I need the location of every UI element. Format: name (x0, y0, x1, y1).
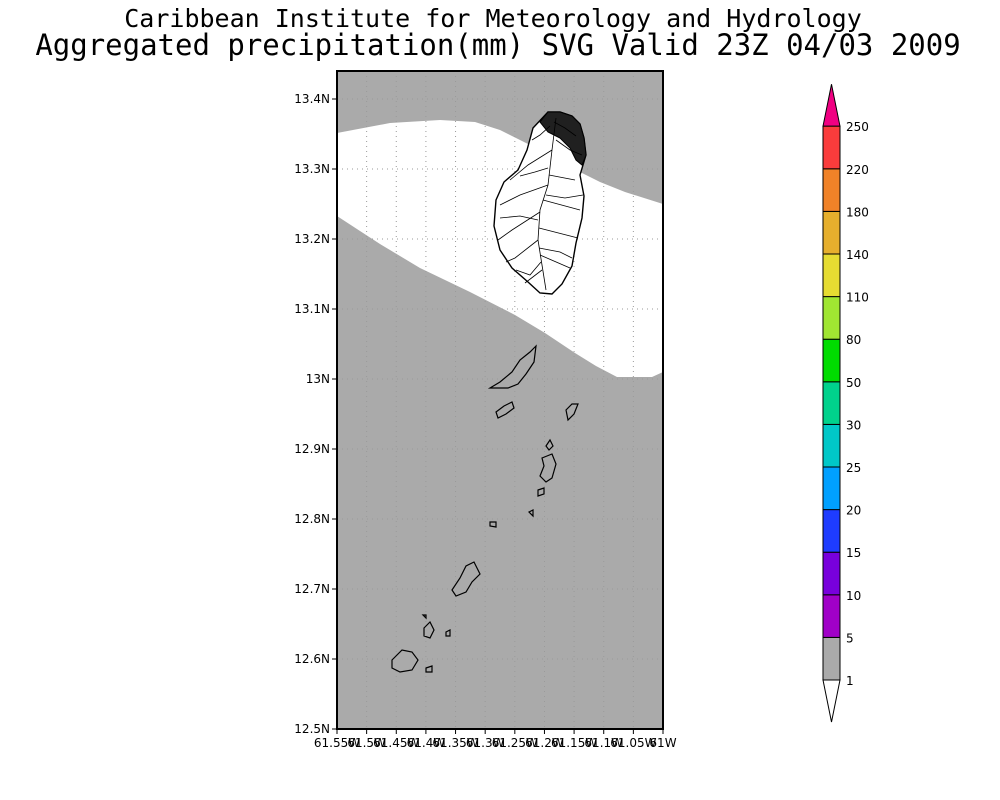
legend-label: 110 (846, 291, 869, 305)
carriacou-island (391, 649, 419, 673)
legend-bottom-triangle (822, 679, 841, 723)
lon-tick-label: 61.05W (610, 736, 656, 750)
lat-tick-label: 12.7N (294, 582, 330, 596)
legend-label: 50 (846, 376, 861, 390)
canouan-island (539, 453, 557, 483)
legend-swatch (822, 594, 841, 638)
legend-swatch (822, 381, 841, 425)
legend-label: 180 (846, 205, 869, 219)
figure-subtitle: Aggregated precipitation(mm) SVG Valid 2… (35, 28, 960, 62)
legend-swatch (822, 125, 841, 170)
legend-swatch (822, 338, 841, 383)
lon-tick-label: 61.45W (373, 736, 419, 750)
legend-swatch (822, 636, 841, 681)
legend-label: 15 (846, 546, 861, 560)
st-vincent-island (493, 111, 587, 295)
lon-tick-label: 61.55W (314, 736, 360, 750)
lat-tick-label: 13.4N (294, 92, 330, 106)
union-island (451, 561, 481, 597)
latitude-axis: 13.4N 13.3N 13.2N 13.1N 13N 12.9N 12.8N 12.7N 12… (294, 92, 337, 736)
legend-swatch (822, 210, 841, 255)
legend-top-triangle (822, 84, 841, 127)
legend-label: 220 (846, 163, 869, 177)
legend-swatch (822, 168, 841, 212)
lat-tick-label: 12.9N (294, 442, 330, 456)
lon-tick-label: 61.2W (525, 736, 564, 750)
legend-swatch (822, 509, 841, 553)
lon-tick-label: 61.15W (551, 736, 597, 750)
legend-swatch (822, 253, 841, 298)
lon-tick-label: 61.25W (492, 736, 538, 750)
legend-label: 250 (846, 120, 869, 134)
lat-tick-label: 13N (306, 372, 330, 386)
lat-tick-label: 13.1N (294, 302, 330, 316)
lon-tick-label: 61.1W (584, 736, 623, 750)
lon-tick-label: 61W (649, 736, 676, 750)
lon-tick-label: 61.3W (466, 736, 505, 750)
map-panel: 13.4N 13.3N 13.2N 13.1N 13N 12.9N 12.8N 12.7N 12… (294, 70, 677, 750)
lat-tick-label: 12.8N (294, 512, 330, 526)
legend-label: 20 (846, 504, 861, 518)
lon-tick-label: 61.4W (407, 736, 446, 750)
map-frame (336, 70, 664, 730)
lat-tick-label: 13.3N (294, 162, 330, 176)
legend-label: 5 (846, 631, 854, 645)
lon-tick-label: 61.5W (347, 736, 386, 750)
legend-swatch (822, 551, 841, 596)
legend-label: 30 (846, 418, 861, 432)
longitude-axis: 61.55W61.5W61.45W61.4W61.35W61.3W61.25W6… (314, 729, 677, 750)
grenadines-islands (391, 344, 579, 673)
figure-title: Caribbean Institute for Meteorology and … (124, 4, 862, 33)
legend-swatch (822, 423, 841, 468)
legend-label: 1 (846, 674, 854, 688)
lon-tick-label: 61.35W (432, 736, 478, 750)
legend-label: 10 (846, 589, 861, 603)
lat-tick-label: 13.2N (294, 232, 330, 246)
lat-tick-label: 12.6N (294, 652, 330, 666)
bequia-island (487, 344, 537, 389)
legend-label: 80 (846, 333, 861, 347)
legend-swatch (822, 466, 841, 511)
legend-label: 25 (846, 461, 861, 475)
legend-swatch (822, 296, 841, 340)
lat-tick-label: 12.5N (294, 722, 330, 736)
legend-label: 140 (846, 248, 869, 262)
